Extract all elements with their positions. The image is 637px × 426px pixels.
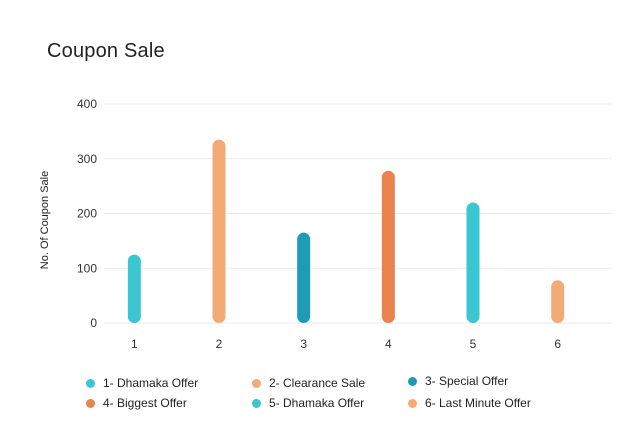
legend-label: 4- Biggest Offer bbox=[103, 396, 187, 410]
x-tick-label: 1 bbox=[131, 337, 138, 351]
x-tick-label: 4 bbox=[385, 337, 392, 351]
y-axis-label: No. Of Coupon Sale bbox=[39, 171, 51, 269]
y-tick-label: 400 bbox=[77, 97, 97, 111]
x-tick-label: 6 bbox=[554, 337, 561, 351]
grid-lines bbox=[104, 103, 612, 324]
legend-item[interactable]: 4- Biggest Offer bbox=[86, 396, 187, 410]
legend-swatch bbox=[252, 398, 261, 408]
bar-chart: 0 100 200 300 400 1 2 3 4 5 6 No. Of Coupon Sale bbox=[39, 97, 612, 351]
bar-3[interactable] bbox=[297, 232, 311, 323]
legend-swatch bbox=[408, 376, 417, 386]
y-axis-ticks: 0 100 200 300 400 bbox=[77, 97, 97, 330]
legend-item[interactable]: 2- Clearance Sale bbox=[252, 376, 365, 390]
bar-2[interactable] bbox=[212, 139, 226, 323]
y-tick-label: 100 bbox=[77, 261, 97, 275]
legend-label: 1- Dhamaka Offer bbox=[103, 376, 199, 390]
legend-label: 3- Special Offer bbox=[425, 374, 509, 388]
x-tick-label: 2 bbox=[216, 337, 223, 351]
legend-swatch bbox=[86, 378, 95, 388]
x-axis-ticks: 1 2 3 4 5 6 bbox=[131, 337, 561, 351]
legend-item[interactable]: 3- Special Offer bbox=[408, 374, 508, 388]
x-tick-label: 5 bbox=[470, 337, 477, 351]
chart-title: Coupon Sale bbox=[47, 40, 165, 62]
bar-4[interactable] bbox=[381, 170, 395, 323]
y-tick-label: 0 bbox=[90, 316, 97, 330]
legend-item[interactable]: 1- Dhamaka Offer bbox=[86, 376, 198, 390]
legend-label: 2- Clearance Sale bbox=[269, 376, 366, 390]
bar-1[interactable] bbox=[127, 254, 141, 323]
x-tick-label: 3 bbox=[300, 337, 307, 351]
legend-label: 5- Dhamaka Offer bbox=[269, 396, 365, 410]
legend-swatch bbox=[86, 398, 95, 408]
y-tick-label: 300 bbox=[77, 152, 97, 166]
legend-label: 6- Last Minute Offer bbox=[425, 396, 531, 410]
bar-6[interactable] bbox=[551, 280, 565, 323]
legend-item[interactable]: 5- Dhamaka Offer bbox=[252, 396, 364, 410]
bars bbox=[127, 139, 565, 323]
bar-5[interactable] bbox=[466, 202, 480, 323]
legend-item[interactable]: 6- Last Minute Offer bbox=[408, 396, 531, 410]
legend-swatch bbox=[252, 378, 261, 388]
legend-swatch bbox=[408, 398, 417, 408]
y-tick-label: 200 bbox=[77, 207, 97, 221]
